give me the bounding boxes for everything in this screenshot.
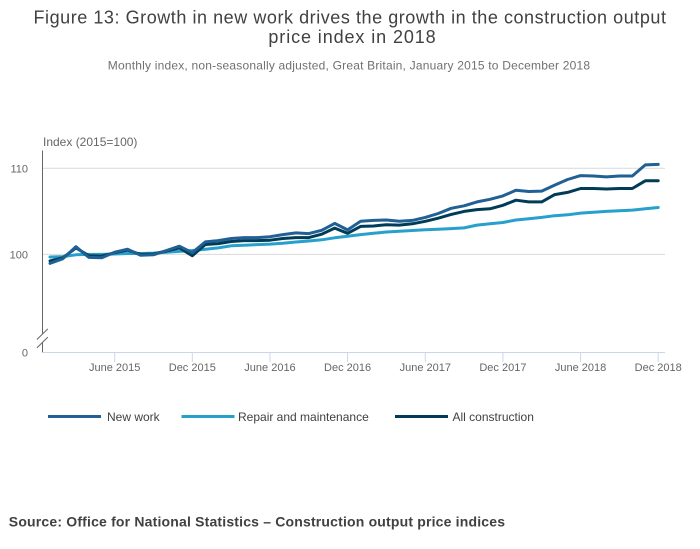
svg-text:Repair and maintenance: Repair and maintenance [238,410,369,424]
svg-text:Figure 13: Growth in new work: Figure 13: Growth in new work drives the… [34,8,667,28]
svg-text:June 2015: June 2015 [89,362,140,374]
svg-text:Monthly index, non-seasonally: Monthly index, non-seasonally adjusted, … [108,59,591,73]
svg-text:June 2018: June 2018 [555,362,606,374]
svg-text:Dec 2015: Dec 2015 [169,362,216,374]
svg-text:Source: Office for National St: Source: Office for National Statistics –… [9,514,505,530]
svg-text:Dec 2018: Dec 2018 [635,362,682,374]
svg-text:All construction: All construction [453,410,534,424]
svg-text:price index in 2018: price index in 2018 [268,27,436,47]
svg-text:110: 110 [10,164,28,176]
svg-text:Index (2015=100): Index (2015=100) [43,135,137,149]
svg-text:0: 0 [22,348,28,360]
svg-text:Dec 2016: Dec 2016 [324,362,371,374]
svg-text:New work: New work [107,410,161,424]
svg-text:June 2016: June 2016 [244,362,295,374]
svg-text:100: 100 [10,250,28,262]
svg-text:Dec 2017: Dec 2017 [479,362,526,374]
svg-text:June 2017: June 2017 [400,362,451,374]
